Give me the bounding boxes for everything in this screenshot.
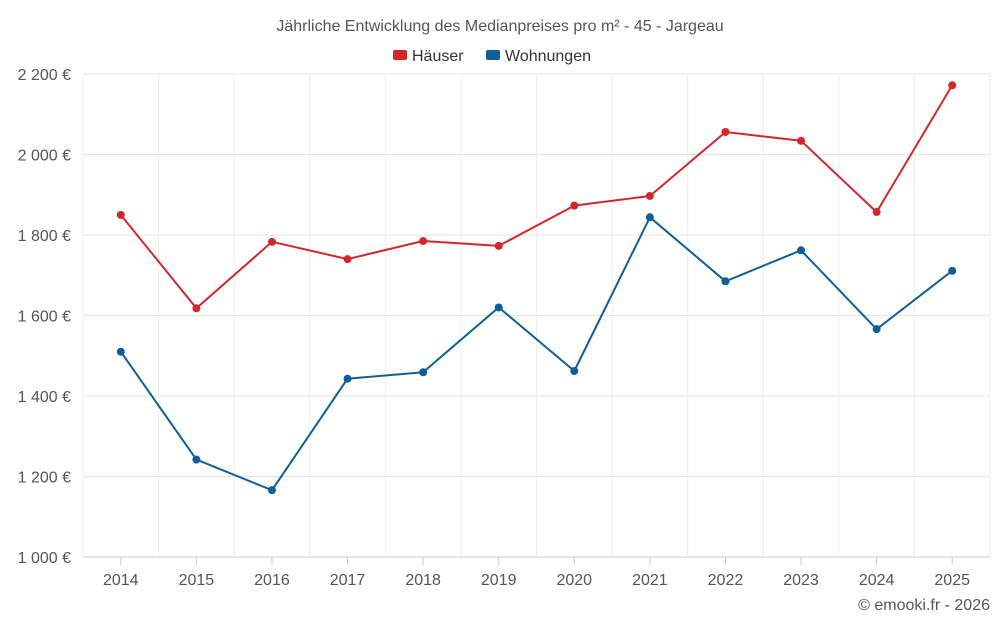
legend-label-hauser: Häuser [412,48,464,65]
chart-title: Jährliche Entwicklung des Medianpreises … [276,18,723,35]
x-tick-label: 2018 [405,572,441,589]
data-point-hauser-2020[interactable] [570,201,579,210]
data-point-hauser-2024[interactable] [872,208,881,217]
data-point-wohnungen-2023[interactable] [797,246,806,255]
data-point-wohnungen-2024[interactable] [872,325,881,334]
data-point-hauser-2016[interactable] [267,237,276,246]
y-tick-label: 2 000 € [18,148,71,165]
legend-item-hauser[interactable]: Häuser [393,48,464,65]
data-point-hauser-2022[interactable] [721,127,730,136]
data-point-wohnungen-2021[interactable] [645,213,654,222]
x-tick-label: 2015 [179,572,215,589]
y-tick-label: 1 400 € [18,389,71,406]
legend-swatch-wohnungen [486,50,500,60]
series-lines [116,81,957,495]
data-point-hauser-2014[interactable] [116,210,125,219]
data-point-hauser-2021[interactable] [645,191,654,200]
series-line-hauser [119,84,954,310]
data-point-wohnungen-2014[interactable] [116,347,125,356]
y-tick-label: 2 200 € [18,67,71,84]
data-point-hauser-2018[interactable] [419,237,428,246]
data-point-wohnungen-2025[interactable] [948,266,957,275]
y-tick-label: 1 600 € [18,309,71,326]
credit-text: © emooki.fr - 2026 [858,597,990,614]
data-point-wohnungen-2019[interactable] [494,303,503,312]
y-tick-label: 1 800 € [18,228,71,245]
x-tick-label: 2016 [254,572,290,589]
data-point-wohnungen-2016[interactable] [267,486,276,495]
x-tick-label: 2023 [783,572,819,589]
x-tick-label: 2014 [103,572,139,589]
data-point-hauser-2023[interactable] [797,136,806,145]
legend: Häuser Wohnungen [393,48,591,65]
data-point-hauser-2019[interactable] [494,241,503,250]
data-point-wohnungen-2020[interactable] [570,367,579,376]
legend-item-wohnungen[interactable]: Wohnungen [486,48,591,65]
axes: 1 000 € 1 200 € 1 400 € 1 600 € 1 800 € 2 000… [18,67,990,589]
x-tick-label: 2024 [859,572,895,589]
data-point-hauser-2017[interactable] [343,255,352,264]
grid-lines [82,73,991,558]
y-tick-label: 1 200 € [18,470,71,487]
y-tick-label: 1 000 € [18,550,71,567]
data-point-wohnungen-2018[interactable] [419,368,428,377]
x-tick-label: 2025 [934,572,970,589]
x-tick-label: 2017 [330,572,366,589]
x-tick-label: 2019 [481,572,517,589]
series-line-wohnungen [119,216,954,492]
legend-swatch-hauser [393,50,407,60]
x-tick-label: 2021 [632,572,668,589]
legend-label-wohnungen: Wohnungen [505,48,591,65]
x-tick-label: 2022 [708,572,744,589]
data-point-wohnungen-2015[interactable] [192,455,201,464]
data-point-wohnungen-2022[interactable] [721,277,730,286]
data-point-hauser-2025[interactable] [948,81,957,90]
data-point-wohnungen-2017[interactable] [343,374,352,383]
data-point-hauser-2015[interactable] [192,304,201,313]
x-tick-label: 2020 [556,572,592,589]
